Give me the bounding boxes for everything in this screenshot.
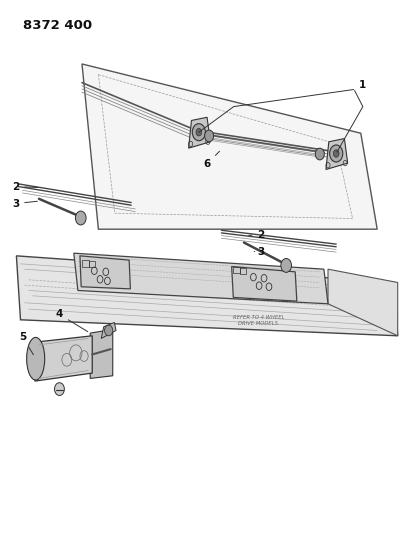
Circle shape — [196, 128, 201, 136]
Circle shape — [75, 211, 86, 225]
Polygon shape — [80, 256, 130, 289]
Bar — [239, 268, 246, 274]
Text: 4: 4 — [56, 310, 88, 332]
Polygon shape — [90, 329, 112, 378]
Polygon shape — [325, 139, 347, 169]
Text: 8372 400: 8372 400 — [22, 19, 92, 31]
Polygon shape — [188, 117, 210, 148]
Circle shape — [104, 325, 112, 336]
Bar — [88, 261, 95, 267]
Circle shape — [204, 130, 213, 142]
Polygon shape — [82, 64, 376, 229]
Polygon shape — [231, 266, 296, 301]
Text: 3: 3 — [254, 247, 264, 256]
Circle shape — [280, 259, 291, 272]
Text: 3: 3 — [12, 199, 37, 208]
Ellipse shape — [27, 337, 45, 380]
Text: 2: 2 — [12, 182, 38, 191]
Text: 6: 6 — [203, 151, 219, 169]
Circle shape — [315, 148, 324, 160]
Text: 1: 1 — [358, 80, 365, 90]
Text: REFER TO 4 WHEEL
DRIVE MODELS: REFER TO 4 WHEEL DRIVE MODELS — [232, 316, 283, 326]
Circle shape — [54, 383, 64, 395]
Polygon shape — [74, 253, 327, 304]
Polygon shape — [35, 336, 92, 381]
Bar — [233, 267, 239, 273]
Polygon shape — [101, 322, 116, 338]
Bar — [82, 260, 89, 266]
Text: 5: 5 — [19, 332, 33, 355]
Text: 2: 2 — [248, 230, 264, 239]
Circle shape — [333, 150, 338, 157]
Circle shape — [329, 145, 342, 162]
Polygon shape — [16, 256, 397, 336]
Polygon shape — [327, 269, 397, 336]
Circle shape — [192, 124, 205, 141]
